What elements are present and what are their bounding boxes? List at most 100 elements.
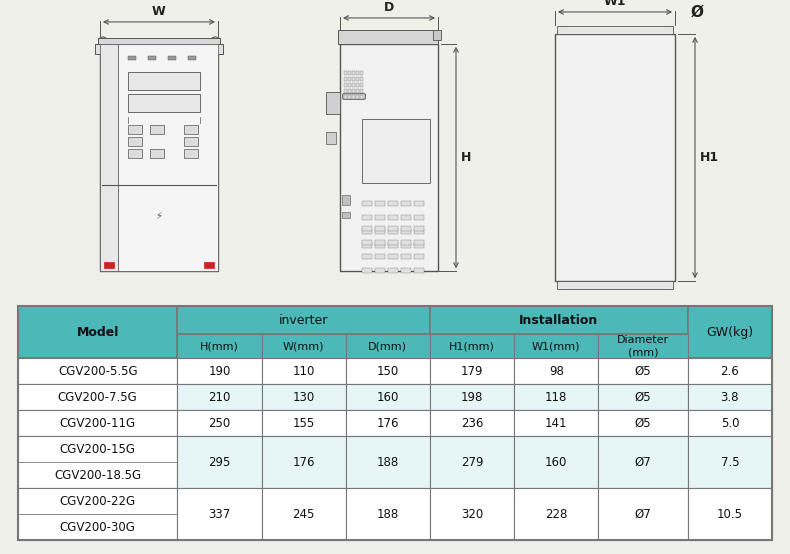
Bar — [348, 83, 351, 87]
Bar — [688, 410, 772, 436]
Bar — [557, 281, 673, 289]
Bar — [343, 94, 365, 99]
Bar — [344, 77, 347, 81]
Bar — [104, 262, 114, 268]
Bar — [362, 229, 372, 234]
Bar — [360, 95, 363, 99]
Bar — [184, 148, 198, 157]
Text: 320: 320 — [461, 507, 483, 521]
Text: inverter: inverter — [279, 314, 329, 327]
Bar — [514, 358, 598, 384]
Text: Ø5: Ø5 — [634, 365, 652, 378]
Text: 210: 210 — [209, 391, 231, 404]
Text: 160: 160 — [377, 391, 399, 404]
Text: ⚡: ⚡ — [156, 211, 163, 220]
Circle shape — [559, 281, 567, 289]
Bar — [362, 216, 372, 220]
Text: 188: 188 — [377, 507, 399, 521]
Bar — [414, 268, 424, 273]
Bar — [555, 34, 675, 281]
Text: CGV200-15G: CGV200-15G — [60, 443, 136, 455]
Text: 118: 118 — [545, 391, 567, 404]
Circle shape — [665, 29, 668, 32]
Text: W1(mm): W1(mm) — [532, 341, 581, 351]
Bar — [375, 216, 385, 220]
Bar — [414, 227, 424, 232]
Bar — [401, 229, 411, 234]
Text: Ø7: Ø7 — [634, 455, 652, 469]
Bar — [178, 384, 261, 410]
Text: 279: 279 — [461, 455, 483, 469]
Text: H1: H1 — [700, 151, 719, 164]
Bar — [356, 89, 359, 93]
Circle shape — [648, 67, 662, 81]
Bar — [362, 119, 430, 183]
Bar — [326, 92, 340, 114]
Bar — [261, 384, 346, 410]
Bar — [401, 202, 411, 207]
Text: Ø: Ø — [690, 4, 704, 19]
Text: 176: 176 — [292, 455, 315, 469]
Bar — [150, 125, 164, 134]
Bar — [356, 95, 359, 99]
Bar — [148, 56, 156, 60]
Circle shape — [189, 64, 191, 67]
Bar — [388, 229, 398, 234]
Bar — [430, 358, 514, 384]
Bar — [362, 254, 372, 259]
Bar — [688, 436, 772, 488]
Text: 150: 150 — [377, 365, 399, 378]
Circle shape — [648, 214, 662, 228]
Bar — [430, 410, 514, 436]
Bar — [261, 410, 346, 436]
Text: 98: 98 — [549, 365, 563, 378]
Bar — [352, 77, 355, 81]
Bar — [375, 227, 385, 232]
Bar — [340, 44, 438, 271]
Text: 179: 179 — [461, 365, 483, 378]
Bar — [375, 202, 385, 207]
Bar — [414, 229, 424, 234]
Text: CGV200-7.5G: CGV200-7.5G — [58, 391, 137, 404]
Text: D(mm): D(mm) — [368, 341, 408, 351]
Bar — [362, 240, 372, 245]
Bar — [348, 71, 351, 75]
Bar — [414, 243, 424, 248]
Circle shape — [663, 27, 671, 35]
Bar — [184, 137, 198, 146]
Circle shape — [149, 64, 152, 67]
Circle shape — [562, 284, 565, 287]
Bar — [188, 56, 196, 60]
Bar — [430, 436, 514, 488]
Bar — [688, 488, 772, 540]
Bar — [178, 306, 430, 334]
Bar — [261, 436, 346, 488]
Bar — [598, 488, 688, 540]
Bar — [343, 94, 365, 99]
Bar — [388, 254, 398, 259]
Bar — [430, 306, 688, 334]
Circle shape — [652, 218, 658, 224]
Bar — [401, 227, 411, 232]
Bar — [128, 148, 142, 157]
Bar — [342, 212, 350, 218]
Bar — [352, 83, 355, 87]
Circle shape — [572, 218, 578, 224]
Circle shape — [562, 29, 565, 32]
Text: 160: 160 — [545, 455, 567, 469]
Bar — [343, 94, 365, 99]
Circle shape — [572, 71, 578, 77]
Bar — [598, 410, 688, 436]
Text: 295: 295 — [209, 455, 231, 469]
Text: Diameter
(mm): Diameter (mm) — [617, 335, 669, 357]
Bar — [95, 44, 223, 54]
Text: 10.5: 10.5 — [717, 507, 743, 521]
Bar — [18, 488, 178, 540]
Bar — [598, 384, 688, 410]
Bar — [688, 384, 772, 410]
Bar — [18, 384, 178, 410]
Bar — [362, 202, 372, 207]
Bar — [430, 384, 514, 410]
Bar — [343, 94, 365, 99]
Bar — [375, 254, 385, 259]
